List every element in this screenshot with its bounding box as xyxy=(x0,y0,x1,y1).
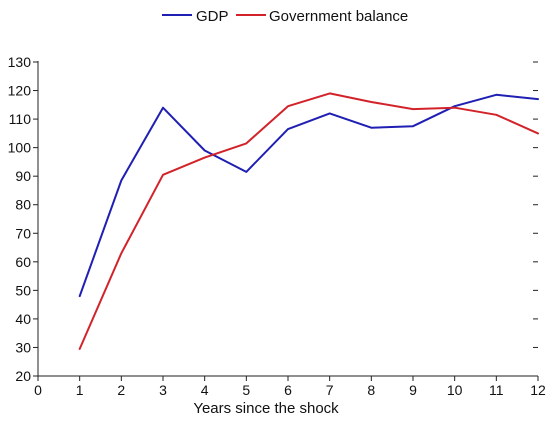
x-tick-label: 8 xyxy=(367,382,375,398)
x-tick-label: 5 xyxy=(242,382,250,398)
legend-label-gdp: GDP xyxy=(196,8,229,25)
legend: GDP Government balance xyxy=(162,8,408,25)
y-tick-label: 40 xyxy=(15,311,31,327)
x-tick-label: 3 xyxy=(159,382,167,398)
series-line-government-balance xyxy=(78,92,539,350)
series-line-gdp xyxy=(78,93,539,298)
x-tick-label: 2 xyxy=(117,382,125,398)
y-tick-label: 100 xyxy=(8,140,32,156)
legend-label-government-balance: Government balance xyxy=(269,8,408,25)
y-tick-label: 80 xyxy=(15,197,31,213)
x-tick-label: 10 xyxy=(447,382,463,398)
x-tick-label: 6 xyxy=(284,382,292,398)
x-tick-label: 7 xyxy=(326,382,334,398)
y-tick-label: 110 xyxy=(9,111,32,127)
y-tick-label: 130 xyxy=(8,54,32,70)
x-tick-label: 9 xyxy=(409,382,417,398)
y-tick-label: 60 xyxy=(15,254,31,270)
y-tick-label: 120 xyxy=(8,83,32,99)
x-tick-label: 12 xyxy=(530,382,546,398)
y-tick-label: 90 xyxy=(15,168,31,184)
x-axis-label: Years since the shock xyxy=(193,400,339,417)
x-tick-label: 4 xyxy=(201,382,209,398)
x-tick-label: 11 xyxy=(489,382,504,398)
y-tick-label: 20 xyxy=(15,368,31,384)
series-lines xyxy=(78,92,539,350)
x-tick-label: 0 xyxy=(34,382,42,398)
y-tick-label: 70 xyxy=(15,225,31,241)
y-tick-label: 50 xyxy=(15,282,31,298)
x-tick-label: 1 xyxy=(76,382,84,398)
y-tick-label: 30 xyxy=(15,339,31,355)
